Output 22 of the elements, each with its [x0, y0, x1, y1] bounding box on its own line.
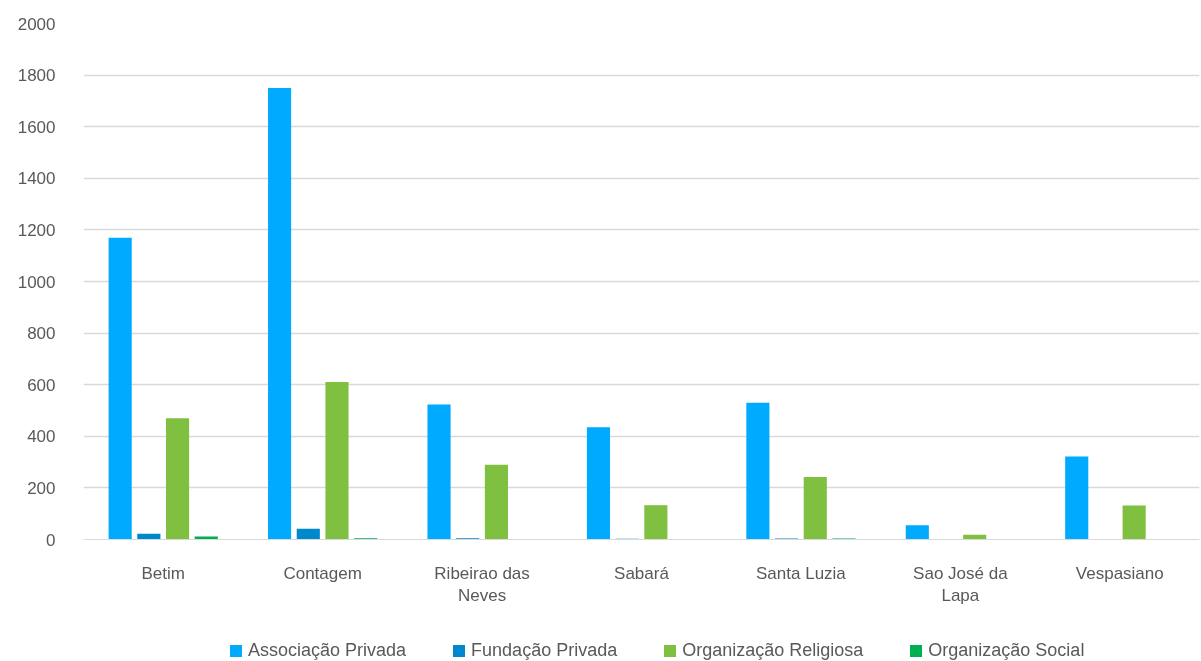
x-tick-label: Contagem	[283, 563, 362, 583]
legend-label: Organização Social	[928, 640, 1085, 661]
x-tick-label: Sabará	[614, 563, 670, 583]
x-tick-label: Vespasiano	[1075, 563, 1164, 583]
y-tick-label: 600	[27, 375, 56, 395]
x-tick-label: Betim	[141, 563, 185, 583]
y-tick-label: 1200	[17, 220, 56, 240]
y-tick-label: 0	[46, 530, 56, 550]
y-tick-label: 400	[27, 427, 56, 447]
y-tick-label: 1000	[17, 272, 56, 292]
x-tick-label: Santa Luzia	[756, 563, 847, 583]
y-tick-label: 800	[27, 324, 56, 344]
y-tick-label: 2000	[17, 14, 56, 34]
legend-label: Organização Religiosa	[682, 640, 864, 661]
x-tick-label: Sao José da Lapa	[913, 563, 1009, 606]
legend-label: Fundação Privada	[471, 640, 618, 661]
y-tick-label: 1600	[17, 117, 56, 137]
y-tick-label: 200	[27, 478, 56, 498]
legend-label: Associação Privada	[248, 640, 407, 661]
y-tick-label: 1400	[17, 169, 56, 189]
x-tick-label: Ribeirao das Neves	[434, 563, 530, 606]
y-tick-label: 1800	[17, 66, 56, 86]
